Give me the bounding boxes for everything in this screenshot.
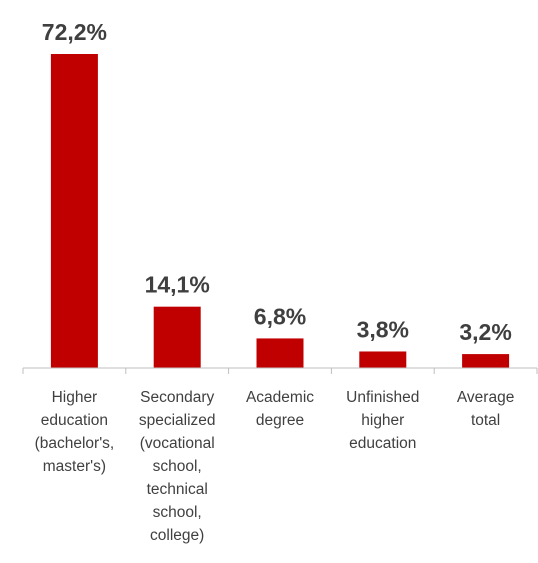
bars-layer: [50, 54, 510, 368]
data-labels-layer: 72,2% 14,1% 6,8% 3,8% 3,2%: [42, 19, 512, 345]
x-tick-labels-layer: Higher education (bachelor's, master's) Seco…: [35, 389, 515, 544]
bar: [256, 338, 304, 368]
data-label: 3,8%: [357, 316, 409, 342]
data-label: 72,2%: [42, 19, 107, 45]
x-tick-label: Average total: [457, 389, 514, 429]
bar: [462, 354, 510, 368]
x-tick-label: Higher education (bachelor's, master's): [35, 389, 115, 475]
x-tick-label: Secondary specialized (vocational school, te…: [139, 389, 216, 544]
x-tick-label: Unfinished higher education: [346, 389, 419, 452]
bar: [153, 306, 201, 368]
data-label: 3,2%: [459, 319, 511, 345]
x-tick-label: Academic degree: [246, 389, 314, 429]
bar: [359, 351, 407, 368]
data-label: 6,8%: [254, 303, 306, 329]
x-axis: [22, 367, 538, 374]
bar: [50, 54, 98, 368]
data-label: 14,1%: [145, 272, 210, 298]
